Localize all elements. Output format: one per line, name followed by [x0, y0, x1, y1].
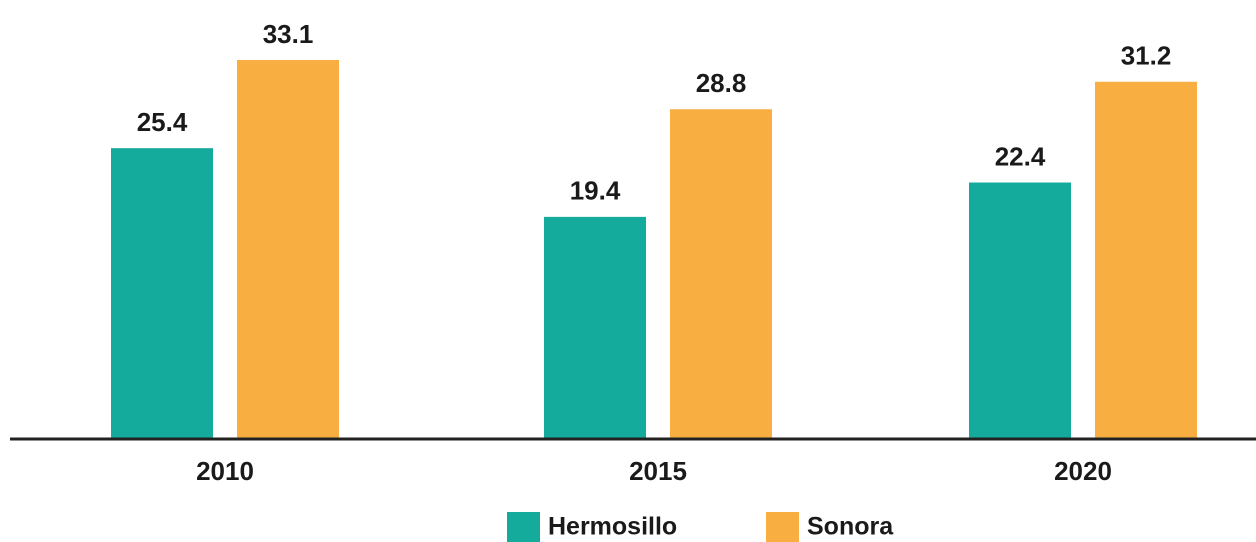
x-tick-label: 2010: [196, 456, 254, 486]
legend-label: Hermosillo: [548, 513, 677, 541]
legend-label: Sonora: [807, 513, 894, 541]
value-label: 31.2: [1121, 41, 1172, 71]
bar: [237, 60, 339, 439]
legend-swatch: [507, 512, 540, 542]
value-label: 22.4: [995, 141, 1046, 171]
x-tick-label: 2015: [629, 456, 687, 486]
bar: [1095, 81, 1197, 439]
bar: [111, 148, 213, 440]
bar: [670, 109, 772, 440]
value-label: 19.4: [570, 176, 621, 206]
bar: [969, 182, 1071, 439]
value-label: 33.1: [263, 19, 314, 49]
value-label: 28.8: [696, 68, 747, 98]
value-label: 25.4: [137, 107, 188, 137]
legend-swatch: [766, 512, 799, 542]
x-tick-label: 2020: [1054, 456, 1112, 486]
bar: [544, 216, 646, 439]
